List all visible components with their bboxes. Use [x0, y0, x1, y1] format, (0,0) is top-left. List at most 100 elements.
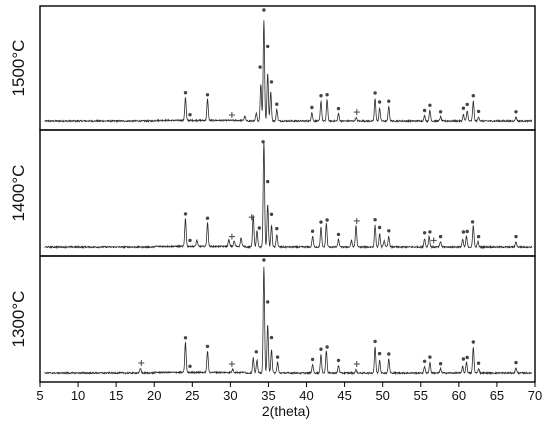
- phase-marker-star: [461, 230, 466, 234]
- x-tick-label: 30: [223, 388, 237, 403]
- panel-frame: [39, 255, 536, 383]
- panel-frame: [39, 129, 536, 257]
- x-tick-label: 65: [490, 388, 504, 403]
- phase-marker-star: [205, 93, 210, 97]
- phase-marker-star: [514, 110, 518, 114]
- phase-marker-star: [461, 357, 466, 361]
- panels-group: 1500°C 1400°C 1300°C: [9, 5, 536, 383]
- phase-marker-star: [387, 352, 391, 356]
- x-tick-label: 20: [147, 388, 161, 403]
- x-tick-label: 10: [71, 388, 85, 403]
- phase-marker-star: [269, 80, 274, 84]
- x-axis: 5 10 15 20 25 30 35 40 45 50 55 60 65 70: [36, 382, 542, 403]
- x-tick-label: 5: [36, 388, 43, 403]
- xrd-pattern-line: [44, 266, 533, 376]
- x-tick-label: 40: [299, 388, 313, 403]
- phase-marker-star: [336, 106, 341, 111]
- phase-marker-star: [269, 335, 274, 340]
- x-axis-label: 2(theta): [262, 403, 310, 419]
- phase-marker-star: [183, 91, 188, 95]
- phase-marker-star: [514, 360, 518, 365]
- phase-marker-star: [266, 300, 270, 304]
- phase-marker-star: [310, 229, 315, 233]
- phase-marker-star: [325, 345, 329, 349]
- phase-marker-star: [275, 226, 279, 231]
- panel-0: 1500°C: [9, 5, 536, 131]
- phase-marker-star: [465, 102, 469, 107]
- phase-marker-star: [465, 355, 469, 360]
- phase-marker-plus: [353, 109, 360, 116]
- phase-marker-star: [275, 102, 279, 106]
- phase-marker-star: [257, 226, 261, 230]
- phase-marker-star: [461, 106, 466, 110]
- phase-marker-plus: [138, 360, 145, 367]
- phase-marker-star: [373, 218, 377, 222]
- phase-marker-star: [438, 362, 443, 366]
- phase-marker-star: [373, 91, 377, 95]
- phase-marker-star: [476, 109, 481, 114]
- panel-2: 1300°C: [9, 255, 536, 383]
- phase-marker-plus: [248, 214, 255, 221]
- phase-marker-star: [319, 220, 323, 224]
- phase-marker-star: [319, 347, 323, 351]
- phase-marker-star: [261, 140, 265, 144]
- phase-marker-star: [476, 234, 481, 239]
- phase-marker-star: [310, 105, 314, 110]
- phase-marker-star: [188, 113, 192, 117]
- phase-marker-star: [377, 351, 382, 356]
- phase-marker-star: [188, 364, 192, 368]
- phase-marker-star: [428, 230, 432, 234]
- panel-label: 1500°C: [9, 40, 28, 97]
- phase-marker-plus: [228, 361, 235, 368]
- x-tick-label: 60: [452, 388, 466, 403]
- phase-marker-star: [476, 361, 481, 365]
- phase-marker-star: [269, 212, 274, 216]
- x-tick-label: 55: [414, 388, 428, 403]
- x-tick-label: 45: [337, 388, 351, 403]
- phase-marker-star: [336, 232, 341, 237]
- phase-marker-star: [377, 225, 382, 230]
- phase-marker-star: [377, 100, 382, 104]
- phase-marker-plus: [430, 237, 437, 244]
- phase-marker-star: [183, 212, 188, 216]
- phase-marker-star: [325, 93, 329, 97]
- phase-marker-star: [325, 218, 329, 222]
- phase-marker-star: [275, 355, 280, 359]
- phase-marker-star: [422, 359, 427, 363]
- x-tick-label: 50: [375, 388, 389, 403]
- phase-marker-star: [387, 229, 391, 233]
- phase-marker-star: [319, 94, 323, 98]
- x-tick-label: 35: [261, 388, 275, 403]
- phase-marker-star: [438, 234, 443, 239]
- phase-marker-star: [188, 238, 192, 243]
- panel-label: 1300°C: [9, 291, 28, 348]
- panel-frame: [39, 5, 536, 131]
- phase-marker-star: [262, 8, 266, 12]
- phase-marker-star: [471, 94, 475, 98]
- phase-marker-star: [428, 103, 432, 108]
- phase-marker-star: [514, 234, 518, 239]
- phase-marker-star: [266, 179, 270, 184]
- panel-1: 1400°C: [9, 129, 536, 257]
- panel-label: 1400°C: [9, 165, 28, 222]
- phase-marker-star: [262, 258, 266, 262]
- x-tick-label: 70: [528, 388, 542, 403]
- phase-marker-plus: [353, 217, 360, 224]
- phase-marker-star: [465, 229, 469, 234]
- phase-marker-star: [470, 220, 475, 224]
- phase-marker-star: [438, 110, 443, 114]
- phase-marker-star: [373, 339, 377, 344]
- phase-marker-star: [205, 216, 210, 220]
- phase-marker-star: [266, 44, 270, 49]
- x-tick-label: 25: [185, 388, 199, 403]
- phase-marker-star: [422, 108, 427, 113]
- phase-marker-plus: [353, 361, 360, 368]
- phase-marker-plus: [228, 233, 235, 240]
- phase-marker-star: [183, 336, 188, 340]
- phase-marker-star: [428, 355, 432, 359]
- phase-marker-plus: [228, 112, 235, 118]
- phase-marker-star: [336, 358, 341, 363]
- phase-marker-star: [254, 350, 258, 354]
- xrd-pattern-line: [44, 141, 533, 250]
